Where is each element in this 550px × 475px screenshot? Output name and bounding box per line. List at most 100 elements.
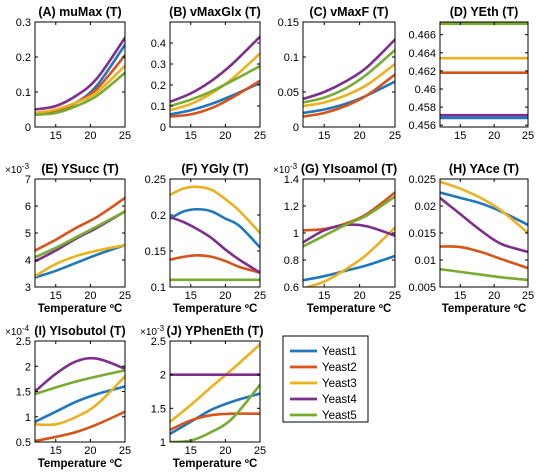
y-tick-label: 0.025 — [408, 174, 436, 186]
y-tick-label: 0.1 — [284, 52, 299, 64]
series-line-yeast4 — [170, 215, 260, 274]
x-tick-label: 25 — [522, 130, 534, 142]
y-tick-label: 2 — [25, 361, 31, 373]
x-tick-label: 15 — [318, 290, 330, 302]
y-tick-label: 2 — [160, 370, 166, 382]
y-tick-label: 0.462 — [408, 66, 436, 78]
series-line-yeast1 — [170, 392, 260, 436]
x-tick-label: 20 — [488, 130, 500, 142]
x-tick-label: 15 — [50, 290, 62, 302]
series-line-yeast3 — [303, 62, 395, 108]
series-line-yeast2 — [303, 73, 395, 118]
chart-title: (F) YGly (T) — [181, 162, 248, 176]
series-layer — [303, 191, 395, 287]
y-tick-label: 0.015 — [408, 228, 436, 240]
y-tick-label: 0.3 — [151, 59, 166, 71]
y-tick-label: 0.1 — [16, 87, 31, 99]
x-tick-label: 15 — [454, 290, 466, 302]
plot-frame — [302, 21, 396, 128]
x-tick-label: 15 — [50, 130, 62, 142]
y-tick-label: 1.4 — [284, 174, 299, 186]
series-line-yeast4 — [170, 35, 260, 104]
chart-panel: (H) YAce (T) 15 20 25 0.005 0.01 0.015 0.02 0.02… — [408, 162, 534, 315]
x-tick-label: 25 — [119, 130, 131, 142]
legend-label-yeast1: Yeast1 — [322, 346, 357, 358]
chart-panel: (I) YIsobutol (T) ×10-4 15 20 25 0.5 1 1.5 2 2.5 T… — [5, 324, 131, 470]
x-axis-label: Temperature ºC — [442, 303, 527, 315]
y-tick-label: 3 — [25, 282, 31, 294]
series-line-yeast5 — [170, 64, 260, 108]
series-line-yeast1 — [170, 207, 260, 249]
chart-title: (C) vMaxF (T) — [309, 5, 388, 19]
x-tick-label: 25 — [254, 445, 266, 457]
chart-panel: (A) muMax (T) 15 20 25 0 0.1 0.2 0.3 — [16, 5, 131, 142]
axis-exponent: ×10-4 — [5, 324, 30, 338]
legend: Yeast1 Yeast2 Yeast3 Yeast4 Yeast5 — [282, 335, 369, 423]
y-tick-label: 1.2 — [284, 201, 299, 213]
x-tick-label: 20 — [353, 130, 365, 142]
y-tick-label: 0.6 — [284, 282, 299, 294]
y-tick-label: 1.5 — [16, 387, 31, 399]
series-line-yeast2 — [170, 79, 260, 118]
x-tick-label: 20 — [84, 290, 96, 302]
x-axis-label: Temperature ºC — [38, 458, 123, 470]
axis-exponent: ×10-3 — [140, 324, 165, 338]
series-layer — [440, 22, 528, 120]
plot-frame — [34, 178, 126, 288]
y-tick-label: 0.456 — [408, 120, 436, 132]
y-tick-label: 5 — [25, 228, 31, 240]
series-line-yeast1 — [35, 243, 125, 279]
x-tick-label: 20 — [219, 290, 231, 302]
series-line-yeast4 — [35, 36, 125, 111]
series-line-yeast5 — [35, 71, 125, 117]
chart-panel: (D) YEth (T) 15 20 25 0.456 0.458 0.46 0.462 0.4… — [408, 5, 534, 142]
x-tick-label: 20 — [84, 445, 96, 457]
x-axis-label: Temperature ºC — [307, 303, 392, 315]
series-line-yeast5 — [303, 195, 395, 248]
series-line-yeast2 — [440, 245, 528, 270]
chart-title: (B) vMaxGlx (T) — [169, 5, 261, 19]
x-tick-label: 25 — [119, 445, 131, 457]
y-tick-label: 1 — [160, 437, 166, 449]
x-tick-label: 15 — [50, 445, 62, 457]
series-line-yeast3 — [303, 226, 395, 287]
chart-panel: (F) YGly (T) 15 20 25 0.1 0.15 0.2 0.25 Temperat… — [145, 162, 267, 315]
series-line-yeast2 — [35, 410, 125, 442]
plot-frame — [169, 21, 261, 128]
x-tick-label: 15 — [318, 130, 330, 142]
series-line-yeast3 — [35, 243, 125, 278]
y-tick-label: 0.464 — [408, 48, 436, 60]
chart-title: (A) muMax (T) — [38, 5, 121, 19]
x-tick-label: 25 — [254, 130, 266, 142]
series-line-yeast3 — [170, 185, 260, 235]
x-tick-label: 25 — [522, 290, 534, 302]
series-line-yeast2 — [170, 254, 260, 274]
chart-title: (H) YAce (T) — [449, 162, 519, 176]
chart-panel: (J) YPhenEth (T)×10-3 15 20 25 1 1.5 2 2.5 Tempe… — [140, 324, 266, 470]
series-line-yeast3 — [35, 64, 125, 115]
plot-frame — [439, 21, 529, 128]
x-tick-label: 25 — [389, 130, 401, 142]
series-layer — [170, 35, 260, 118]
chart-title: (J) YPhenEth (T) — [167, 324, 264, 338]
y-tick-label: 0.2 — [151, 210, 166, 222]
y-tick-label: 0.01 — [415, 255, 436, 267]
series-layer — [170, 185, 260, 282]
y-tick-label: 2.5 — [151, 336, 166, 348]
x-axis-label: Temperature ºC — [38, 303, 123, 315]
series-line-yeast1 — [303, 80, 395, 115]
y-tick-label: 4 — [25, 255, 31, 267]
x-tick-label: 15 — [185, 130, 197, 142]
series-layer — [440, 180, 528, 282]
x-tick-label: 15 — [454, 130, 466, 142]
chart-panel: (B) vMaxGlx (T) 15 20 25 0 0.1 0.2 0.3 0.4 — [151, 5, 266, 142]
series-line-yeast3 — [440, 180, 528, 235]
series-line-yeast2 — [35, 196, 125, 252]
y-tick-label: 0.25 — [145, 174, 166, 186]
series-layer — [170, 343, 260, 442]
y-tick-label: 1 — [25, 412, 31, 424]
series-line-yeast5 — [440, 267, 528, 282]
series-line-yeast3 — [170, 343, 260, 424]
y-tick-label: 2.5 — [16, 336, 31, 348]
